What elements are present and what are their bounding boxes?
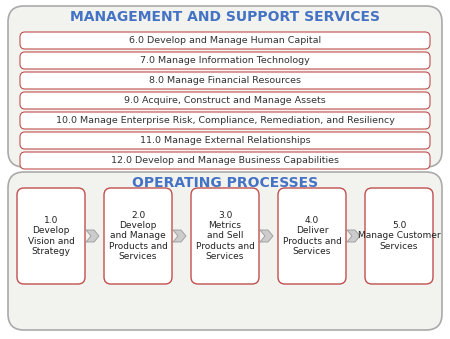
FancyBboxPatch shape xyxy=(17,188,85,284)
FancyBboxPatch shape xyxy=(191,188,259,284)
Text: 7.0 Manage Information Technology: 7.0 Manage Information Technology xyxy=(140,56,310,65)
FancyBboxPatch shape xyxy=(20,92,430,109)
FancyBboxPatch shape xyxy=(104,188,172,284)
Text: 9.0 Acquire, Construct and Manage Assets: 9.0 Acquire, Construct and Manage Assets xyxy=(124,96,326,105)
Text: 1.0
Develop
Vision and
Strategy: 1.0 Develop Vision and Strategy xyxy=(27,216,74,256)
Polygon shape xyxy=(173,230,186,242)
FancyBboxPatch shape xyxy=(8,172,442,330)
Text: 11.0 Manage External Relationships: 11.0 Manage External Relationships xyxy=(140,136,310,145)
Text: 8.0 Manage Financial Resources: 8.0 Manage Financial Resources xyxy=(149,76,301,85)
FancyBboxPatch shape xyxy=(20,52,430,69)
Polygon shape xyxy=(347,230,360,242)
FancyBboxPatch shape xyxy=(8,6,442,167)
Polygon shape xyxy=(86,230,99,242)
FancyBboxPatch shape xyxy=(20,112,430,129)
FancyBboxPatch shape xyxy=(20,152,430,169)
Text: 10.0 Manage Enterprise Risk, Compliance, Remediation, and Resiliency: 10.0 Manage Enterprise Risk, Compliance,… xyxy=(55,116,395,125)
Text: 5.0
Manage Customer
Services: 5.0 Manage Customer Services xyxy=(358,221,440,251)
Text: OPERATING PROCESSES: OPERATING PROCESSES xyxy=(132,176,318,190)
Text: 2.0
Develop
and Manage
Products and
Services: 2.0 Develop and Manage Products and Serv… xyxy=(108,211,167,261)
Text: 12.0 Develop and Manage Business Capabilities: 12.0 Develop and Manage Business Capabil… xyxy=(111,156,339,165)
Text: 6.0 Develop and Manage Human Capital: 6.0 Develop and Manage Human Capital xyxy=(129,36,321,45)
Polygon shape xyxy=(260,230,273,242)
FancyBboxPatch shape xyxy=(278,188,346,284)
FancyBboxPatch shape xyxy=(20,72,430,89)
Text: 4.0
Deliver
Products and
Services: 4.0 Deliver Products and Services xyxy=(283,216,342,256)
Text: MANAGEMENT AND SUPPORT SERVICES: MANAGEMENT AND SUPPORT SERVICES xyxy=(70,10,380,24)
FancyBboxPatch shape xyxy=(20,32,430,49)
FancyBboxPatch shape xyxy=(20,132,430,149)
Text: 3.0
Metrics
and Sell
Products and
Services: 3.0 Metrics and Sell Products and Servic… xyxy=(196,211,254,261)
FancyBboxPatch shape xyxy=(365,188,433,284)
